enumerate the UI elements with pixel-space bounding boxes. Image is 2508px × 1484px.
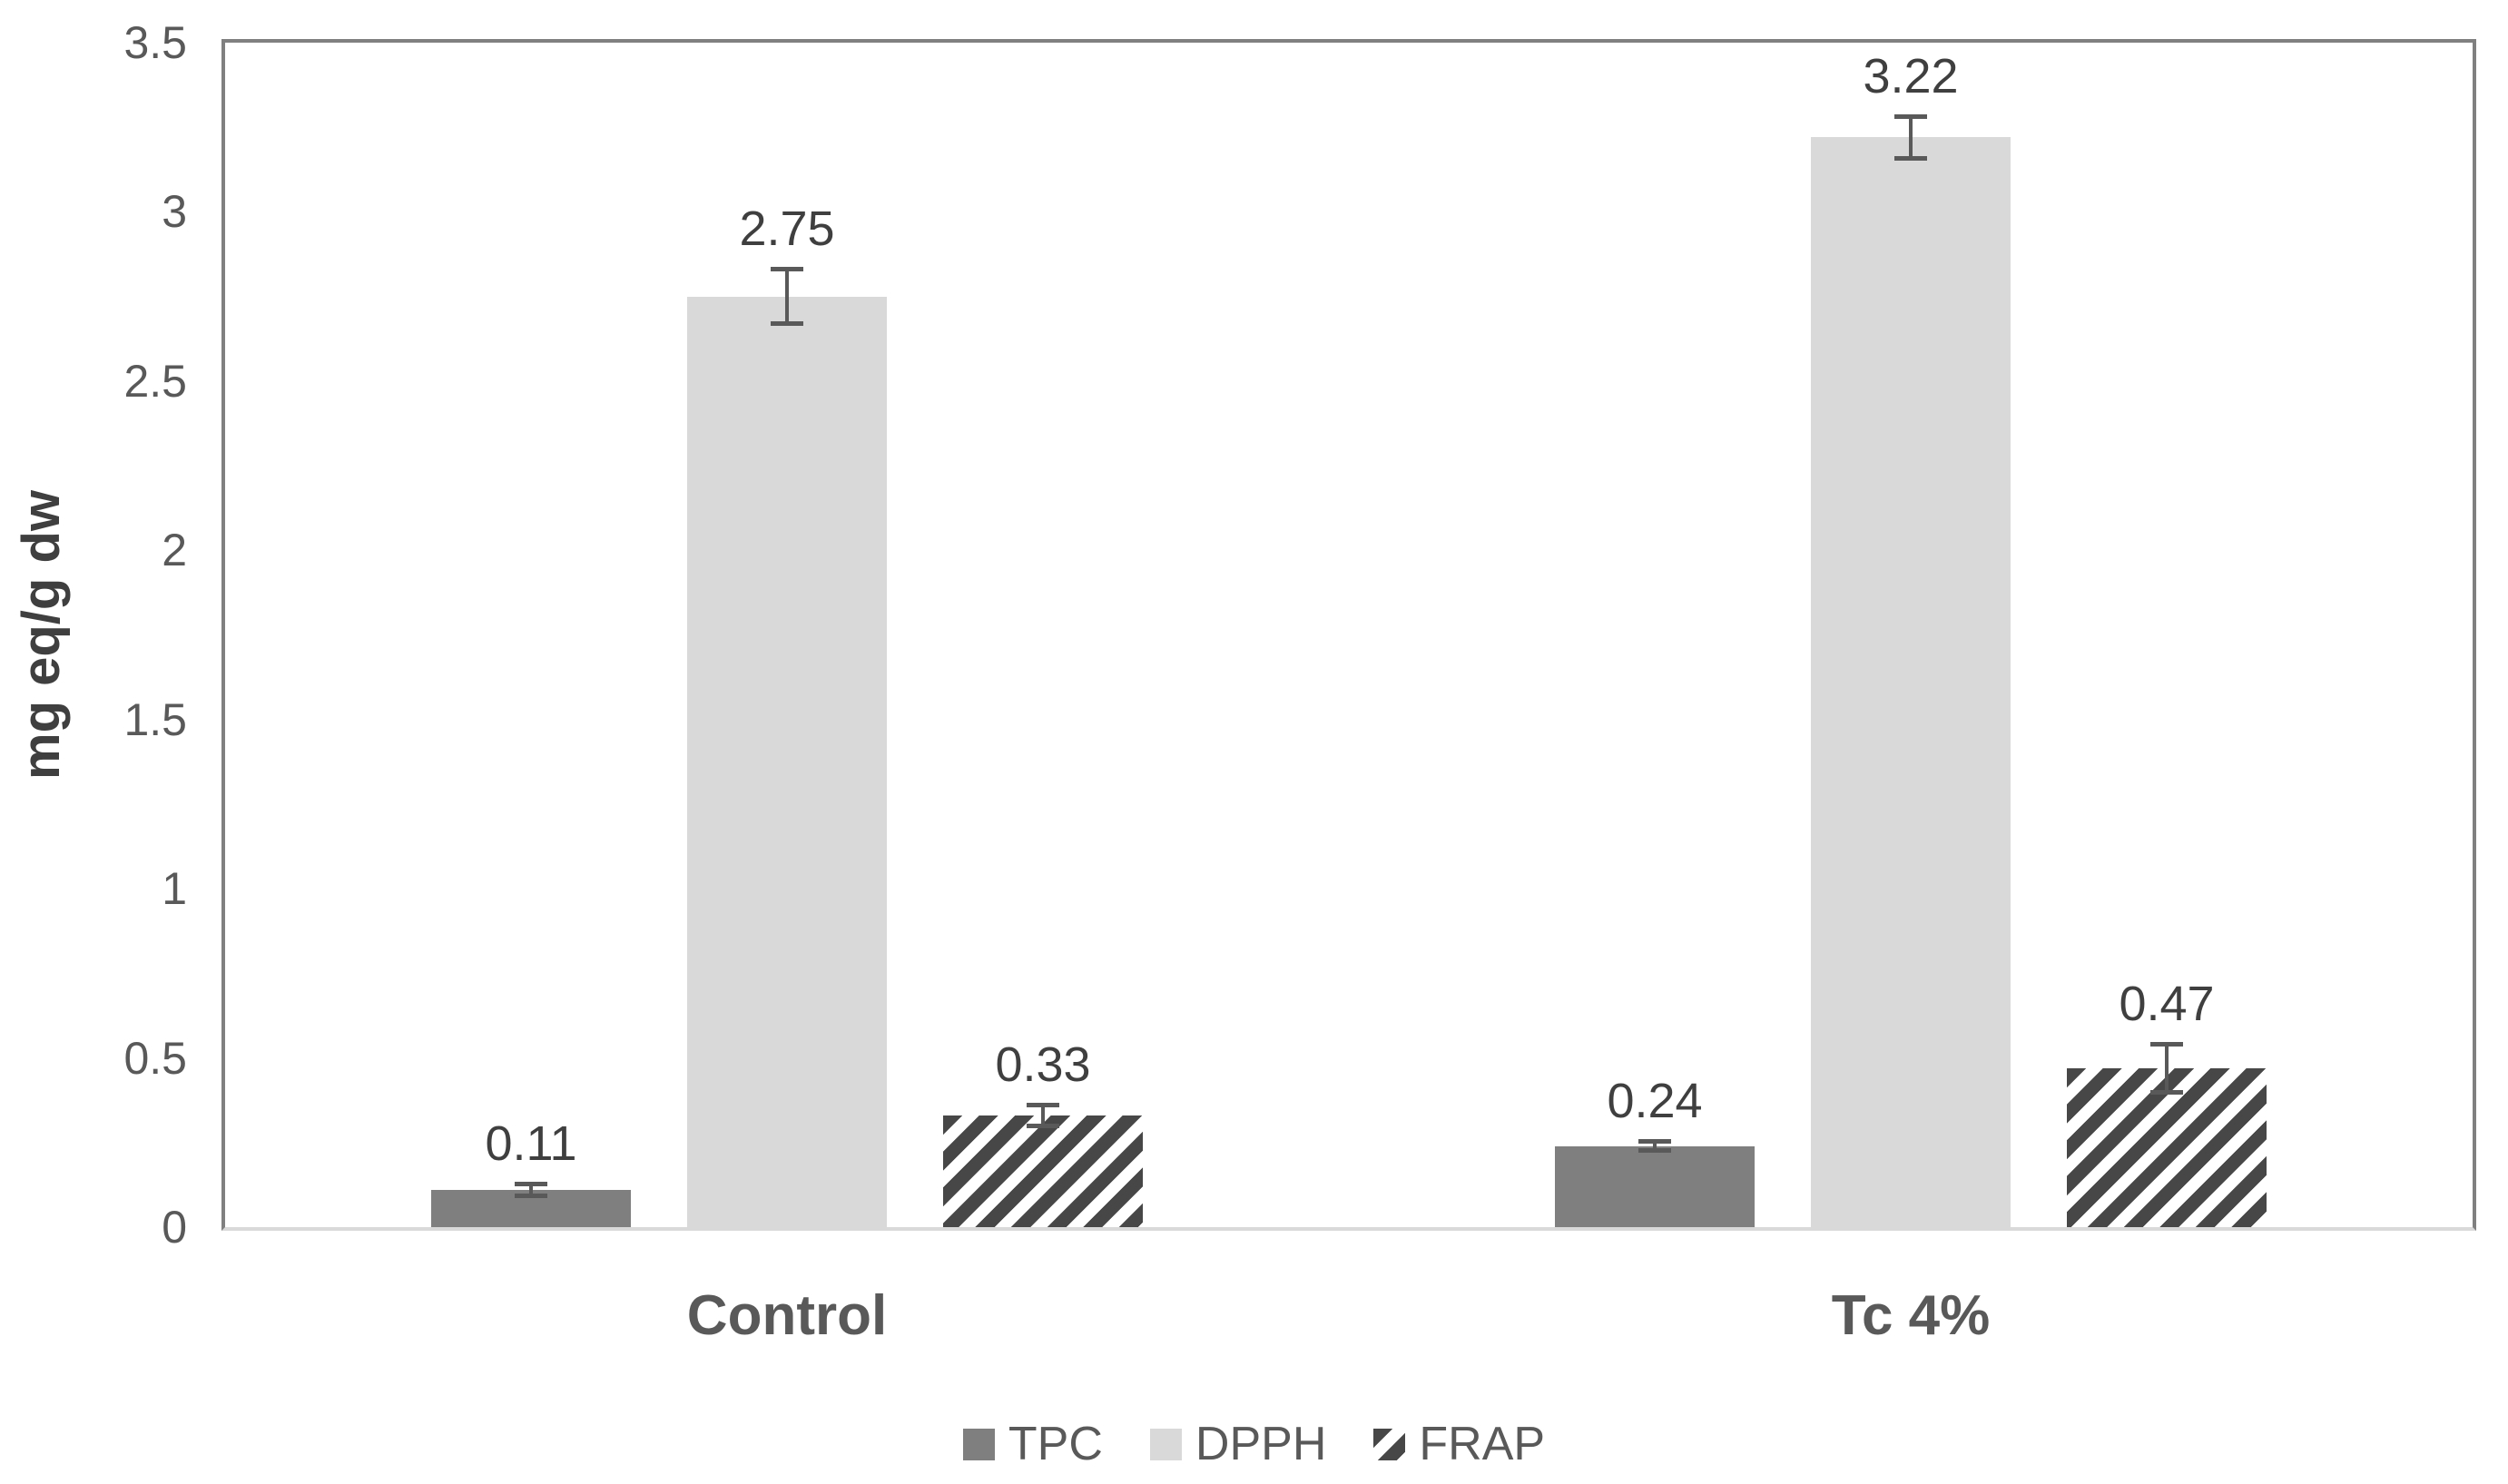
data-label: 0.33 — [995, 1037, 1091, 1092]
y-tick-label: 3 — [162, 186, 187, 238]
legend-label: TPC — [1008, 1418, 1103, 1470]
error-bar-line — [1653, 1142, 1657, 1150]
error-bar-line — [2165, 1044, 2169, 1092]
legend-item-dpph: DPPH — [1149, 1417, 1327, 1471]
legend-label: DPPH — [1195, 1418, 1327, 1470]
bar-dpph-1 — [687, 296, 887, 1227]
bar-frap-1 — [943, 1115, 1143, 1227]
category-label: Tc 4% — [1831, 1284, 1991, 1347]
error-bar-cap-bottom — [771, 321, 803, 327]
legend-swatch-tpc — [962, 1428, 995, 1460]
error-bar-cap-bottom — [1027, 1124, 1059, 1129]
y-tick-label: 3.5 — [123, 17, 187, 68]
data-label: 3.22 — [1863, 49, 1959, 104]
error-bar-cap-top — [2150, 1041, 2183, 1047]
error-bar-cap-bottom — [1894, 155, 1927, 161]
error-bar-cap-top — [1027, 1102, 1059, 1107]
error-bar-cap-top — [1638, 1139, 1671, 1145]
category-label: Control — [686, 1284, 888, 1347]
legend: TPC DPPH FRAP — [0, 1412, 2508, 1476]
error-bar-cap-bottom — [2150, 1089, 2183, 1095]
error-bar-line — [1909, 117, 1913, 158]
bar-dpph-2 — [1811, 137, 2011, 1227]
error-bar-line — [1041, 1105, 1045, 1126]
bar-frap-2 — [2067, 1067, 2267, 1227]
y-tick-label: 1 — [162, 863, 187, 915]
data-label: 0.47 — [2119, 976, 2215, 1031]
error-bar-cap-top — [515, 1182, 547, 1187]
data-label: 0.11 — [485, 1116, 577, 1172]
error-bar-line — [785, 269, 789, 324]
legend-item-frap: FRAP — [1373, 1417, 1545, 1471]
error-bar-cap-top — [1894, 114, 1927, 120]
legend-swatch-dpph — [1149, 1428, 1182, 1460]
error-bar-cap-bottom — [1638, 1148, 1671, 1153]
error-bar-cap-bottom — [515, 1193, 547, 1198]
legend-swatch-frap — [1373, 1428, 1406, 1460]
legend-item-tpc: TPC — [962, 1417, 1103, 1471]
data-label: 0.24 — [1607, 1074, 1703, 1129]
y-tick-label: 1.5 — [123, 693, 187, 745]
y-tick-label: 0 — [162, 1202, 187, 1253]
error-bar-cap-top — [771, 266, 803, 271]
plot-area: 0.11 2.75 0.33 0.24 3.22 0.47 — [221, 39, 2476, 1231]
bar-tpc-2 — [1555, 1145, 1755, 1227]
data-label: 2.75 — [739, 201, 835, 256]
y-tick-label: 2 — [162, 525, 187, 576]
error-bar-line — [529, 1184, 533, 1195]
y-tick-label: 0.5 — [123, 1032, 187, 1084]
legend-label: FRAP — [1419, 1418, 1546, 1470]
y-tick-label: 2.5 — [123, 355, 187, 407]
